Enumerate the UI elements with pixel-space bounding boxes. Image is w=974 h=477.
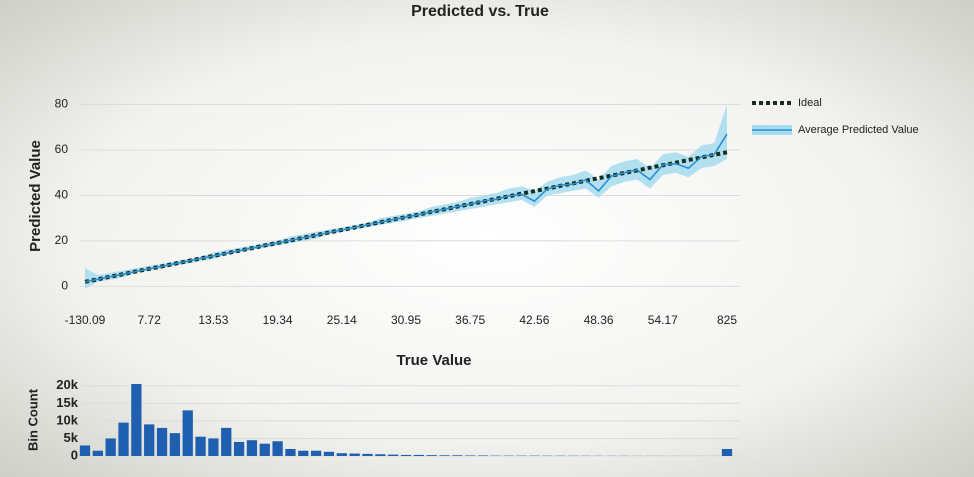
bar	[79, 445, 91, 456]
chart-title: Predicted vs. True	[411, 3, 549, 20]
bar	[182, 410, 193, 456]
y-tick-label: 0	[61, 279, 68, 293]
x-tick-label: 30.95	[391, 313, 421, 327]
bar	[477, 455, 489, 456]
bar	[388, 454, 399, 456]
x-tick-label: 36.75	[455, 313, 485, 327]
x-tick-label: 7.72	[138, 313, 162, 327]
bar	[233, 441, 245, 456]
bar	[195, 436, 206, 456]
bar	[349, 453, 360, 456]
bar	[298, 450, 309, 456]
y-axis-title: Predicted Value	[27, 140, 44, 252]
bar	[92, 450, 103, 456]
hist-y-axis-title: Bin Count	[25, 388, 40, 451]
bar	[156, 427, 168, 456]
bar	[118, 422, 129, 456]
x-tick-label: -130.09	[65, 313, 106, 327]
bar	[144, 424, 155, 456]
bar	[285, 448, 296, 456]
legend-label: Average Predicted Value	[798, 124, 919, 136]
bar	[105, 438, 116, 456]
x-tick-label: 19.34	[263, 313, 293, 327]
y-tick-label: 20k	[56, 377, 78, 392]
bar	[426, 455, 437, 456]
y-tick-label: 15k	[56, 395, 78, 410]
x-tick-label: 54.17	[648, 313, 678, 327]
bar	[259, 443, 270, 456]
bar	[336, 453, 347, 456]
bar	[246, 440, 258, 456]
bar	[323, 451, 335, 456]
bar	[413, 454, 424, 456]
y-tick-label: 10k	[56, 412, 78, 427]
x-axis-title: True Value	[396, 352, 471, 369]
y-tick-label: 60	[55, 142, 69, 156]
bar	[452, 455, 463, 456]
x-tick-label: 13.53	[198, 313, 228, 327]
y-tick-label: 40	[55, 188, 69, 202]
bar	[221, 427, 232, 456]
x-tick-label: 42.56	[519, 313, 549, 327]
bar	[439, 455, 450, 456]
legend-label: Ideal	[798, 97, 822, 109]
average-line	[84, 133, 728, 283]
y-tick-label: 80	[55, 97, 69, 111]
bar	[721, 448, 733, 456]
bar	[310, 450, 322, 456]
x-tick-label: 25.14	[327, 313, 357, 327]
bar	[400, 454, 412, 456]
y-tick-label: 20	[55, 233, 69, 247]
x-tick-label: 48.36	[584, 313, 614, 327]
y-tick-label: 0	[71, 447, 78, 462]
bar	[465, 455, 476, 456]
bar	[131, 384, 142, 456]
bar	[208, 438, 219, 456]
bar	[169, 433, 181, 456]
bar	[375, 454, 386, 456]
y-tick-label: 5k	[64, 430, 79, 445]
bar	[272, 441, 283, 456]
x-tick-label: 825	[717, 313, 737, 327]
bar	[362, 453, 373, 456]
